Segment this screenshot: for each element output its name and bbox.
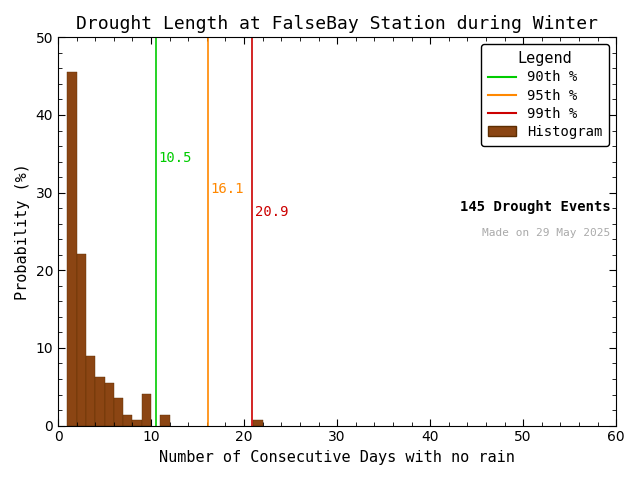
Bar bbox=[253, 420, 262, 426]
Bar bbox=[161, 415, 170, 426]
Text: 145 Drought Events: 145 Drought Events bbox=[460, 200, 611, 215]
Bar bbox=[123, 415, 132, 426]
Title: Drought Length at FalseBay Station during Winter: Drought Length at FalseBay Station durin… bbox=[76, 15, 598, 33]
Bar bbox=[114, 398, 123, 426]
Bar bbox=[77, 254, 86, 426]
Bar bbox=[132, 420, 142, 426]
Y-axis label: Probability (%): Probability (%) bbox=[15, 163, 30, 300]
Text: 20.9: 20.9 bbox=[255, 205, 289, 219]
Bar bbox=[104, 383, 114, 426]
Bar bbox=[86, 356, 95, 426]
X-axis label: Number of Consecutive Days with no rain: Number of Consecutive Days with no rain bbox=[159, 450, 515, 465]
Bar bbox=[95, 377, 104, 426]
Legend: 90th %, 95th %, 99th %, Histogram: 90th %, 95th %, 99th %, Histogram bbox=[481, 44, 609, 146]
Bar bbox=[142, 394, 151, 426]
Bar bbox=[67, 72, 77, 426]
Text: Made on 29 May 2025: Made on 29 May 2025 bbox=[483, 228, 611, 238]
Text: 10.5: 10.5 bbox=[159, 151, 192, 165]
Text: 16.1: 16.1 bbox=[211, 181, 244, 196]
